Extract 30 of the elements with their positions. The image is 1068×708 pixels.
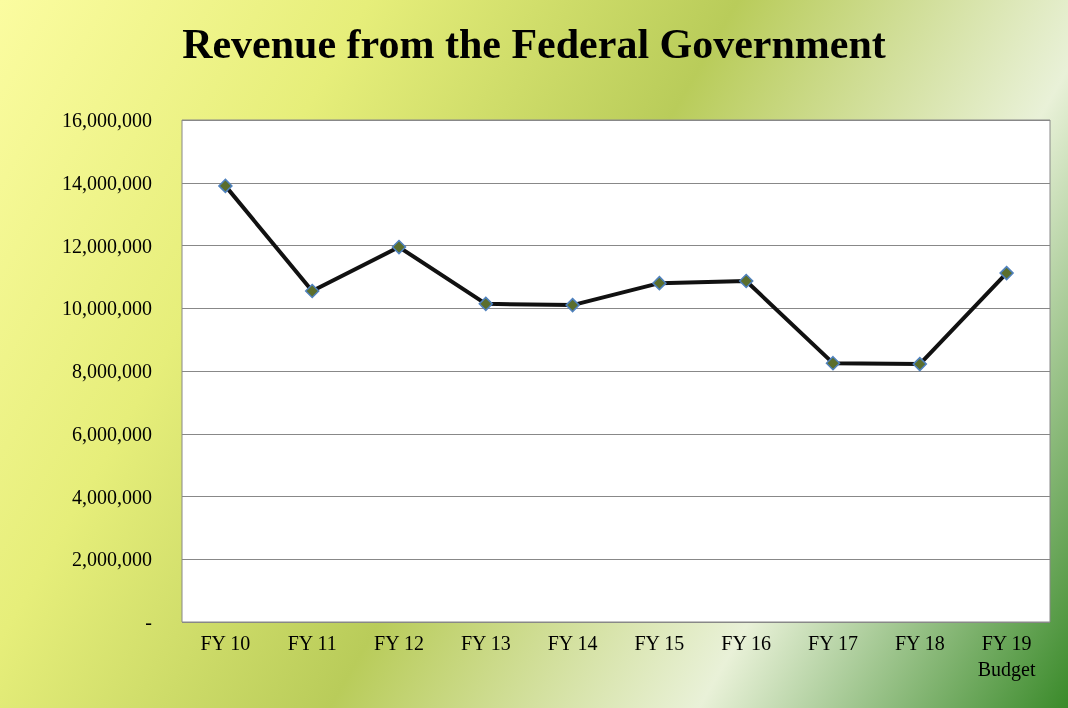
point [912, 356, 928, 372]
y-tick-label: - [145, 611, 152, 633]
point [218, 178, 233, 194]
point [999, 265, 1014, 281]
chart-title: Revenue from the Federal Government [182, 21, 886, 67]
y-tick-label: 12,000,000 [62, 234, 152, 257]
x-tick-label: FY 16 [721, 632, 772, 654]
point [738, 273, 754, 289]
y-tick-label: 8,000,000 [72, 360, 152, 382]
x-tick-label: FY 12 [374, 632, 424, 654]
point [478, 296, 494, 312]
y-tick-label: 6,000,000 [72, 422, 152, 445]
x-tick-label: FY 17 [808, 632, 858, 654]
y-tick-label: 16,000,000 [62, 109, 152, 131]
point [565, 297, 580, 313]
y-tick-label: 2,000,000 [72, 548, 152, 571]
y-tick-label: 10,000,000 [62, 297, 152, 320]
x-tick-label: FY 18 [894, 632, 945, 654]
y-tick-label: 14,000,000 [62, 171, 152, 194]
y-tick-label: 4,000,000 [72, 485, 152, 508]
point [391, 239, 407, 255]
point [304, 283, 320, 299]
x-tick-label: FY 14 [547, 632, 598, 654]
x-tick-label: FY 13 [460, 632, 511, 654]
x-tick-label: FY 15 [634, 632, 685, 654]
x-tick-label: FY 19 Budget [977, 632, 1036, 681]
x-tick-label: FY 10 [200, 632, 251, 654]
point [652, 275, 667, 291]
x-tick-label: FY 11 [287, 632, 337, 654]
point [825, 355, 841, 371]
